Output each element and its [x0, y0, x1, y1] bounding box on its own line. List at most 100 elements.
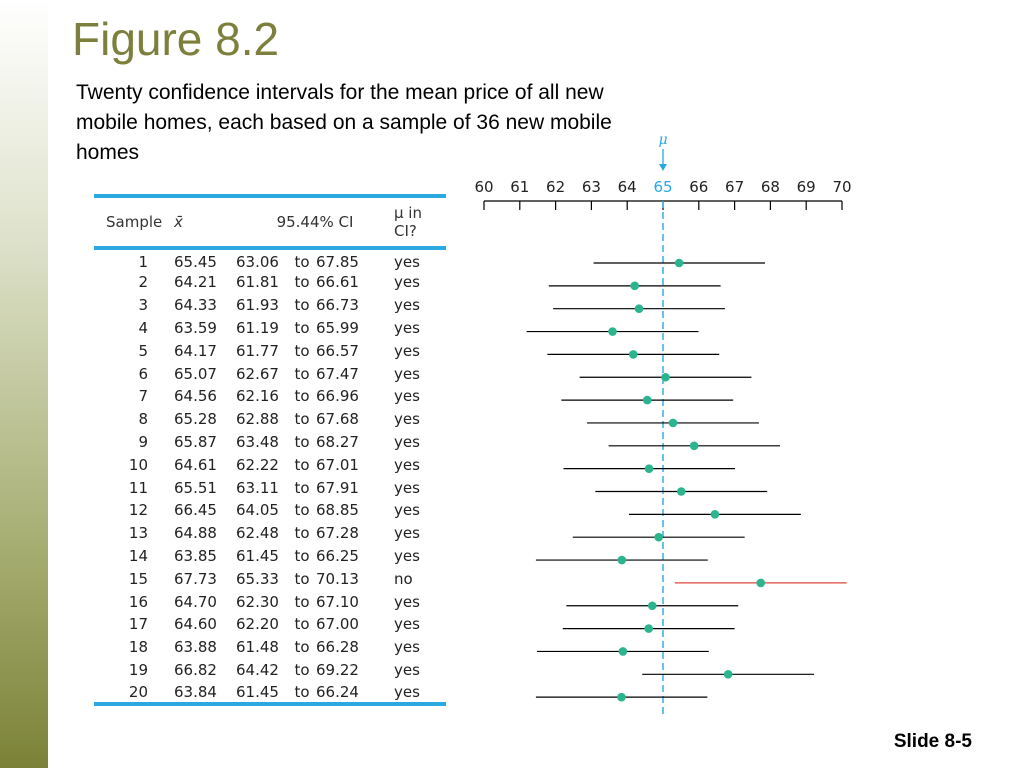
sample-mean-point: [654, 532, 664, 542]
cell-to: to: [294, 273, 310, 292]
cell-lower: 61.48: [236, 638, 279, 657]
sample-mean-point: [608, 327, 617, 336]
table-row: 5 64.17 61.77 to 66.57 yes: [94, 339, 446, 362]
table-row: 17 64.60 62.20 to 67.00 yes: [94, 613, 446, 636]
header-ci: 95.44% CI: [236, 196, 394, 250]
cell-lower: 64.05: [236, 501, 279, 520]
cell-xbar: 67.73: [174, 569, 217, 588]
cell-sample: 15: [128, 569, 148, 588]
cell-sample: 6: [138, 364, 148, 383]
cell-lower: 63.11: [236, 478, 279, 497]
cell-xbar: 64.17: [174, 341, 217, 360]
cell-lower: 61.93: [236, 296, 279, 315]
cell-xbar: 65.45: [174, 253, 217, 271]
cell-upper: 67.85: [316, 253, 359, 271]
cell-xbar: 64.56: [174, 387, 217, 406]
cell-sample: 1: [138, 253, 148, 271]
cell-sample: 12: [128, 501, 148, 520]
sample-mean-point: [674, 258, 684, 268]
cell-lower: 61.19: [236, 318, 279, 337]
cell-upper: 67.28: [316, 524, 359, 543]
cell-xbar: 64.21: [174, 273, 217, 292]
cell-lower: 62.67: [236, 364, 279, 383]
cell-mu-in-ci: yes: [394, 478, 420, 497]
table-row: 9 65.87 63.48 to 68.27 yes: [94, 431, 446, 454]
x-tick-label: 63: [582, 178, 601, 196]
table-row: 15 67.73 65.33 to 70.13 no: [94, 567, 446, 590]
cell-sample: 4: [138, 318, 148, 337]
cell-sample: 19: [128, 660, 148, 679]
cell-sample: 14: [128, 546, 148, 565]
cell-xbar: 64.61: [174, 455, 217, 474]
cell-lower: 61.77: [236, 341, 279, 360]
cell-lower: 62.20: [236, 615, 279, 634]
cell-upper: 66.25: [316, 546, 359, 565]
x-tick-label: 70: [832, 178, 851, 196]
sample-mean-point: [710, 510, 720, 519]
header-sample: Sample: [94, 196, 174, 250]
cell-mu-in-ci: yes: [394, 341, 420, 360]
cell-upper: 67.68: [316, 410, 359, 429]
table-row: 13 64.88 62.48 to 67.28 yes: [94, 522, 446, 545]
slide-title: Figure 8.2: [72, 13, 280, 65]
cell-sample: 8: [138, 410, 148, 429]
cell-mu-in-ci: yes: [394, 253, 420, 271]
table-row: 11 65.51 63.11 to 67.91 yes: [94, 476, 446, 499]
cell-mu-in-ci: yes: [394, 682, 420, 701]
cell-mu-in-ci: yes: [394, 660, 420, 679]
cell-mu-in-ci: yes: [394, 432, 420, 451]
cell-upper: 65.99: [316, 318, 359, 337]
cell-lower: 62.48: [236, 524, 279, 543]
sample-mean-point: [618, 647, 628, 656]
cell-upper: 70.13: [316, 569, 359, 588]
cell-to: to: [294, 682, 310, 701]
cell-mu-in-ci: yes: [394, 638, 420, 657]
cell-upper: 68.27: [316, 432, 359, 451]
cell-to: to: [294, 478, 310, 497]
x-tick-label: 62: [546, 178, 565, 196]
ci-table: Sample x̄ 95.44% CI μ in CI? 1 65.45 63.06…: [94, 194, 446, 707]
cell-to: to: [294, 253, 310, 271]
cell-upper: 67.10: [316, 592, 359, 611]
cell-sample: 9: [138, 432, 148, 451]
cell-xbar: 66.82: [174, 660, 217, 679]
cell-sample: 5: [138, 341, 148, 360]
table-row: 7 64.56 62.16 to 66.96 yes: [94, 385, 446, 408]
mu-label: μ: [658, 132, 667, 148]
sample-mean-point: [634, 304, 644, 314]
cell-upper: 67.01: [316, 455, 359, 474]
cell-lower: 61.81: [236, 273, 279, 292]
slide-subtitle: Twenty confidence intervals for the mean…: [76, 81, 612, 164]
sample-mean-point: [628, 350, 638, 359]
cell-mu-in-ci: yes: [394, 546, 420, 565]
cell-to: to: [294, 592, 310, 611]
cell-xbar: 65.28: [174, 410, 217, 429]
cell-to: to: [294, 615, 310, 634]
cell-sample: 2: [138, 273, 148, 292]
cell-to: to: [294, 296, 310, 315]
cell-xbar: 65.51: [174, 478, 217, 497]
cell-to: to: [294, 432, 310, 451]
sample-mean-point: [642, 395, 652, 405]
cell-to: to: [294, 638, 310, 657]
cell-mu-in-ci: yes: [394, 410, 420, 429]
header-mu-in-ci: μ in CI?: [394, 196, 446, 250]
cell-to: to: [294, 455, 310, 474]
table-row: 16 64.70 62.30 to 67.10 yes: [94, 590, 446, 613]
cell-to: to: [294, 410, 310, 429]
sample-mean-point: [644, 624, 653, 633]
sample-mean-point: [723, 670, 733, 679]
x-tick-label: 66: [689, 178, 708, 196]
cell-xbar: 64.33: [174, 296, 217, 315]
cell-mu-in-ci: no: [394, 569, 413, 588]
cell-sample: 20: [128, 682, 148, 701]
cell-xbar: 65.07: [174, 364, 217, 383]
sample-mean-point: [676, 487, 686, 496]
table-row: 6 65.07 62.67 to 67.47 yes: [94, 362, 446, 385]
cell-upper: 66.28: [316, 638, 359, 657]
cell-lower: 62.30: [236, 592, 279, 611]
cell-xbar: 65.87: [174, 432, 217, 451]
slide-number: Slide 8-5: [893, 731, 972, 752]
cell-xbar: 63.84: [174, 682, 217, 701]
